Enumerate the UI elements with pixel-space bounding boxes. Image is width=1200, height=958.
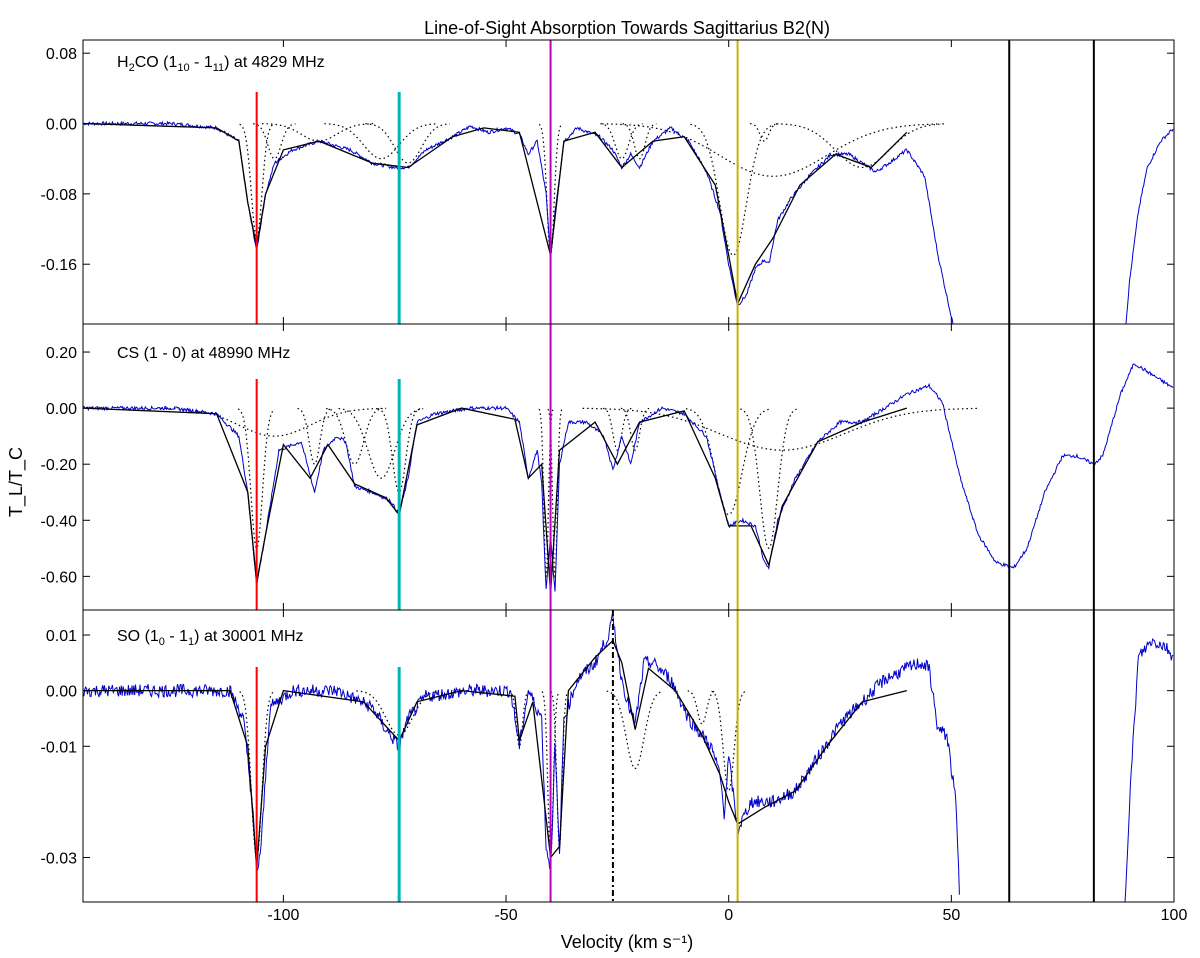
panel-0-ytick-label-1: 0.00 [46, 117, 77, 134]
so-label-part-b: - 1 [165, 628, 188, 645]
panel-1-component-1 [160, 407, 387, 437]
panel-0-fit-line [83, 122, 908, 306]
panel-2-ytick-label-2: -0.01 [41, 739, 78, 756]
so-label-sub1: 0 [159, 636, 165, 648]
y-axis-label: T_L/T_C [6, 447, 27, 517]
panel-2-component-7 [711, 690, 746, 792]
panel-1-component-2 [297, 407, 332, 465]
panel-1-plot-area [83, 363, 1174, 594]
panel-so: 0.01 0.00 -0.01 -0.03 [41, 609, 1175, 903]
panel-0-frame [82, 39, 1175, 325]
so-label-part-a: SO (1 [117, 628, 159, 645]
h2co-label-sub3: 11 [213, 62, 224, 74]
panel-2-component-5 [606, 690, 664, 770]
panel-0-component-6 [600, 123, 643, 160]
panel-1-component-7 [547, 408, 563, 579]
so-label-sub2: 1 [188, 636, 194, 648]
panel-0-plot-area [83, 120, 1174, 324]
panel-1-component-11 [740, 408, 797, 549]
panel-1-ytick-label-1: 0.00 [46, 401, 77, 418]
panel-h2co-label: H2CO (110 - 111) at 4829 MHz [117, 54, 325, 74]
panel-1-fit-line [83, 407, 907, 594]
x-tick-label-3: 50 [942, 907, 960, 924]
panel-0-ytick-label-2: -0.08 [41, 187, 78, 204]
panel-0-component-4 [365, 123, 450, 164]
panel-1-component-12 [582, 407, 978, 451]
chart-title: Line-of-Sight Absorption Towards Sagitta… [424, 18, 830, 38]
x-tick-label-1: -50 [494, 907, 517, 924]
panel-2-frame [82, 609, 1175, 903]
panel-1-component-10 [685, 408, 771, 516]
h2co-label-sub1: 2 [129, 62, 135, 74]
panel-0-component-3 [324, 123, 438, 160]
panel-1-ytick-label-0: 0.20 [46, 345, 77, 362]
panel-0-component-1 [253, 123, 296, 160]
panel-cs-label: CS (1 - 0) at 48990 MHz [117, 345, 290, 362]
h2co-label-part-c: - 1 [190, 54, 213, 71]
panel-cs: 0.20 0.00 -0.20 -0.40 -0.60 [41, 323, 1175, 611]
panel-2-component-6 [687, 690, 717, 725]
panel-2-component-1 [356, 690, 442, 736]
panel-2-ytick-label-3: -0.03 [41, 851, 78, 868]
h2co-label-part-b: CO (1 [135, 54, 178, 71]
panel-so-label: SO (10 - 11) at 30001 MHz [117, 628, 304, 648]
panel-0-component-9 [602, 123, 941, 177]
panel-1-component-4 [338, 407, 424, 479]
panel-2-ytick-label-0: 0.01 [46, 628, 77, 645]
panel-1-ytick-label-4: -0.60 [41, 569, 78, 586]
x-tick-label-2: 0 [724, 907, 733, 924]
panel-h2co: 0.08 0.00 -0.08 -0.16 [41, 39, 1175, 325]
panel-0-ytick-label-0: 0.08 [46, 46, 77, 63]
panel-1-component-0 [237, 408, 276, 549]
panel-0-data-line-right [1125, 128, 1174, 324]
panel-2-fit-line [83, 639, 907, 869]
panel-0-component-11 [749, 123, 779, 142]
panel-1-ytick-label-2: -0.20 [41, 457, 78, 474]
x-tick-label-4: 100 [1161, 907, 1188, 924]
panel-0-data-line [83, 120, 954, 324]
panel-1-ytick-label-3: -0.40 [41, 513, 78, 530]
panel-0-ytick-label-3: -0.16 [41, 257, 78, 274]
panel-0-component-2 [261, 123, 375, 142]
panel-2-data-line-right [1124, 637, 1174, 902]
panel-1-component-8 [603, 407, 632, 451]
so-label-part-c: ) at 30001 MHz [194, 628, 303, 645]
h2co-label-part-a: H [117, 54, 129, 71]
panel-2-component-4 [550, 691, 569, 848]
h2co-label-part-d: ) at 4829 MHz [224, 54, 324, 71]
panel-0-component-8 [690, 123, 776, 256]
h2co-label-sub2: 10 [177, 62, 189, 74]
panel-0-component-10 [776, 123, 946, 169]
panel-0-component-7 [622, 123, 657, 160]
x-axis-label: Velocity (km s⁻¹) [561, 932, 694, 952]
panel-1-frame [82, 323, 1175, 611]
panel-2-ytick-label-1: 0.00 [46, 684, 77, 701]
x-tick-label-0: -100 [267, 907, 299, 924]
panel-1-component-9 [620, 407, 650, 451]
panel-2-data-line [83, 614, 960, 895]
